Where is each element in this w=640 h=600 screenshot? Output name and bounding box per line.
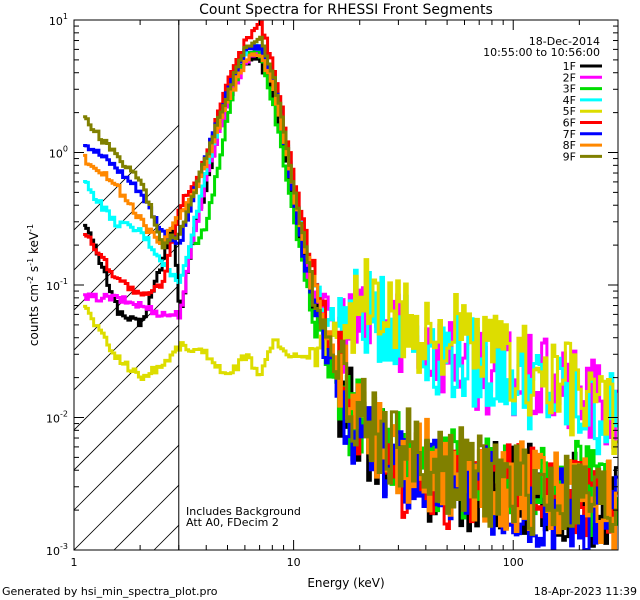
y-tick-label: 10-1 xyxy=(46,277,68,293)
y-tick-label: 100 xyxy=(49,145,68,161)
y-axis-label: counts cm-2 s-1 keV-1 xyxy=(26,224,41,346)
legend-label-3F: 3F xyxy=(563,83,576,96)
legend-label-4F: 4F xyxy=(563,94,576,107)
hatch-line xyxy=(74,444,179,550)
time-range-label: 10:55:00 to 10:56:00 xyxy=(483,46,600,59)
legend-label-7F: 7F xyxy=(563,128,576,141)
date-label: 18-Dec-2014 xyxy=(529,35,600,48)
series-line-9F xyxy=(83,35,618,536)
series-line-2F xyxy=(83,47,618,450)
x-axis-ticks: 1 10 100 xyxy=(71,20,619,569)
series-lines xyxy=(83,20,618,550)
legend-label-6F: 6F xyxy=(563,117,576,130)
legend-label-1F: 1F xyxy=(563,60,576,73)
legend-label-5F: 5F xyxy=(563,105,576,118)
annotation-background: Includes Background xyxy=(186,505,301,518)
hatch-line xyxy=(74,364,179,471)
y-tick-label: 10-2 xyxy=(46,410,68,426)
annotation-attenuator: Att A0, FDecim 2 xyxy=(186,516,279,529)
x-tick-label: 10 xyxy=(287,556,301,569)
x-tick-label: 1 xyxy=(71,556,78,569)
footer-generated-by: Generated by hsi_min_spectra_plot.pro xyxy=(2,585,218,598)
y-tick-label: 10-3 xyxy=(46,542,68,558)
hatch-line xyxy=(634,20,640,550)
chart-title: Count Spectra for RHESSI Front Segments xyxy=(199,2,493,18)
series-line-1F xyxy=(83,56,618,548)
legend-label-8F: 8F xyxy=(563,139,576,152)
hatch-line xyxy=(74,204,179,311)
hatch-line xyxy=(74,124,179,231)
legend-label-2F: 2F xyxy=(563,71,576,84)
legend-label-9F: 9F xyxy=(563,150,576,163)
series-line-8F xyxy=(83,52,618,550)
y-axis-ticks: 10-3 10-2 10-1 100 101 xyxy=(46,12,618,558)
hatch-line xyxy=(74,404,179,511)
series-line-5F xyxy=(83,258,618,456)
x-tick-label: 100 xyxy=(503,556,524,569)
y-tick-label: 101 xyxy=(49,12,68,28)
hatched-region xyxy=(74,20,640,550)
hatch-line xyxy=(74,244,179,351)
x-axis-label: Energy (keV) xyxy=(307,576,384,590)
footer-timestamp: 18-Apr-2023 11:39 xyxy=(534,585,637,598)
